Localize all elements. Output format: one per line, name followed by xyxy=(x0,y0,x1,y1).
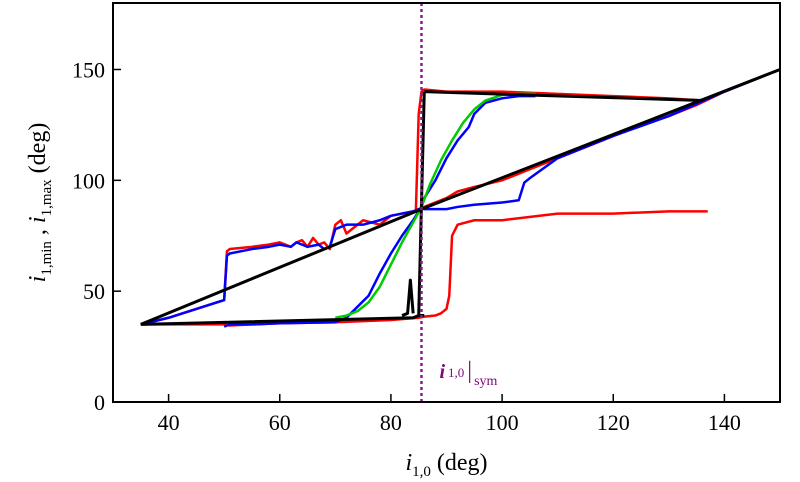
y-axis-label-base2: i xyxy=(25,216,51,223)
x-tick-label: 120 xyxy=(597,410,630,435)
series-blue-segment-2 xyxy=(223,94,536,328)
x-axis: 40 60 80 100 120 140 xyxy=(158,394,741,435)
series-blue-segment-1 xyxy=(421,68,781,211)
x-tick-label: 100 xyxy=(486,410,519,435)
x-tick-label: 80 xyxy=(380,410,402,435)
reference-line-label: i 1,0 | sym xyxy=(439,358,497,389)
y-axis: 0 50 100 150 xyxy=(72,58,121,415)
series-black-segment-4 xyxy=(401,278,415,317)
ref-label-sub: 1,0 xyxy=(448,365,464,380)
ref-label-bar: | xyxy=(467,358,472,384)
y-tick-label: 150 xyxy=(72,58,105,83)
ref-label-base: i xyxy=(439,361,445,383)
series-red-segment-0 xyxy=(140,206,422,326)
y-axis-label-base1: i xyxy=(25,276,51,283)
ref-label-subscript: sym xyxy=(474,374,497,389)
x-axis-label-rest: (deg) xyxy=(431,450,488,476)
x-tick-label: 40 xyxy=(158,410,180,435)
plot-lines xyxy=(140,68,781,328)
series-black-segment-0 xyxy=(140,68,781,326)
y-axis-label-rest: (deg) xyxy=(25,123,51,180)
x-tick-label: 60 xyxy=(269,410,291,435)
x-axis-label-base: i xyxy=(405,450,412,476)
plot-frame xyxy=(112,2,781,403)
x-axis-label: i1,0 (deg) xyxy=(405,450,487,480)
y-tick-label: 0 xyxy=(94,390,105,415)
x-axis-label-sub: 1,0 xyxy=(412,464,431,480)
x-tick-label: 140 xyxy=(708,410,741,435)
y-tick-label: 100 xyxy=(72,168,105,193)
y-axis-label: i1,min , i1,max (deg) xyxy=(25,123,55,283)
y-axis-label-sep: , xyxy=(25,223,51,241)
series-blue-segment-0 xyxy=(140,206,422,326)
y-tick-label: 50 xyxy=(83,279,105,304)
y-axis-label-sub2: 1,max xyxy=(39,179,55,217)
series-green-segment-0 xyxy=(335,92,536,319)
series-black-segment-3 xyxy=(424,90,703,103)
y-axis-label-sub1: 1,min xyxy=(39,241,55,276)
